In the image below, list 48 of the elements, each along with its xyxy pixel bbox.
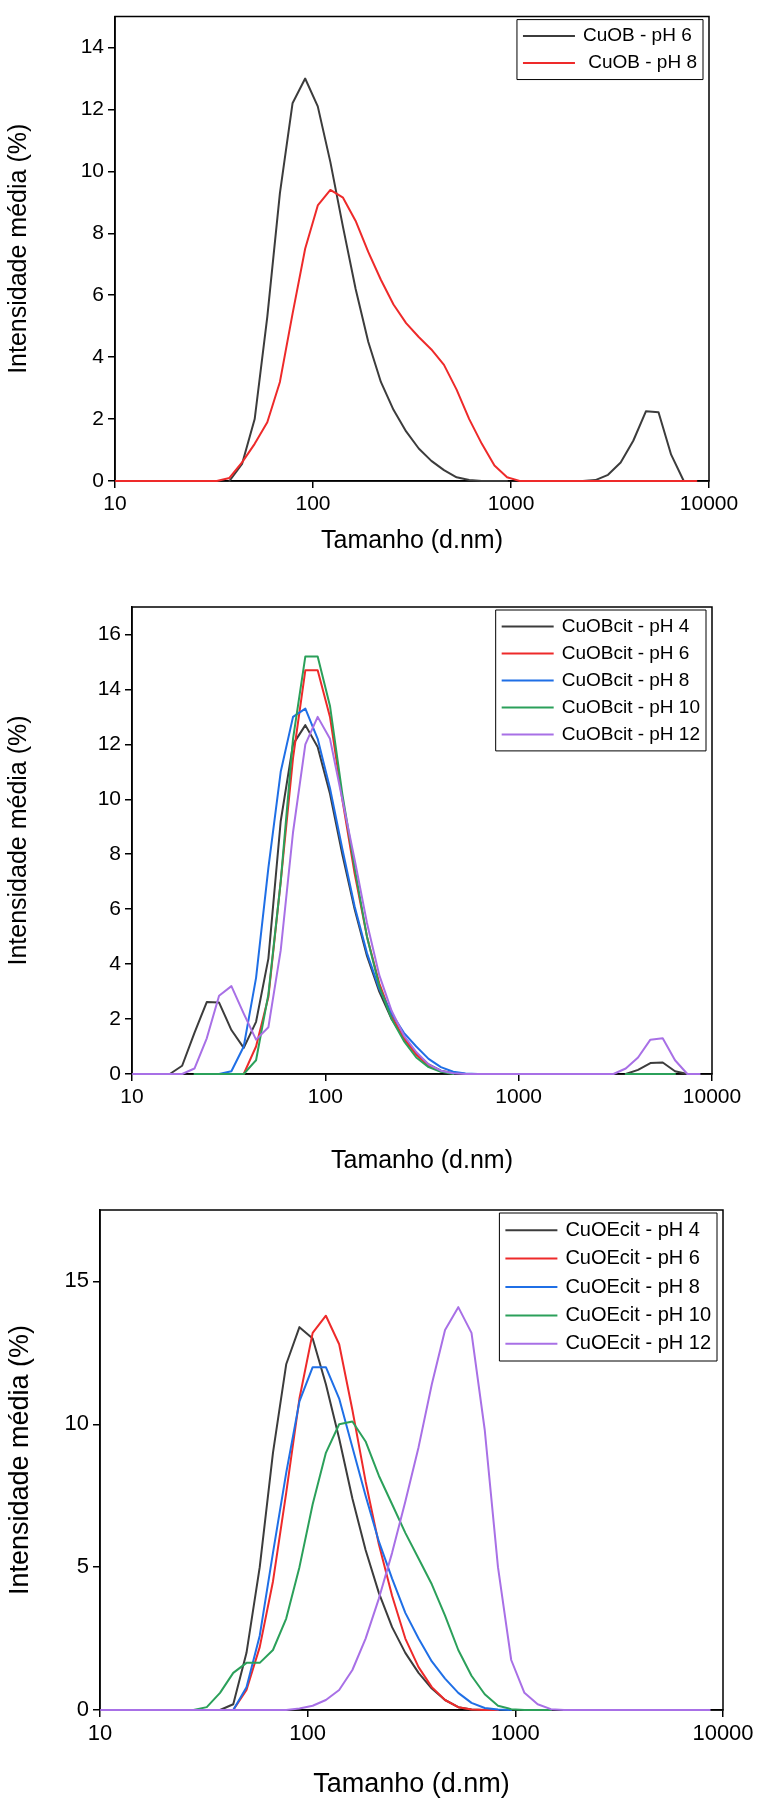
- y-tick-label: 2: [109, 1005, 121, 1029]
- x-tick-label: 100: [289, 1720, 327, 1746]
- legend-label: CuOB - pH 8: [582, 51, 698, 73]
- legend-label: CuOEcit - pH 4: [565, 1217, 700, 1240]
- y-tick-label: 10: [64, 1410, 89, 1436]
- y-axis-title: Intensidade média (%): [2, 715, 31, 966]
- x-tick-label: 100: [307, 1084, 343, 1108]
- y-tick-label: 6: [109, 895, 121, 919]
- legend-label: CuOBcit - pH 10: [561, 695, 700, 717]
- x-tick-label: 1000: [490, 1720, 540, 1746]
- y-tick-label: 15: [64, 1267, 89, 1293]
- x-axis-title: Tamanho (d.nm): [330, 1144, 514, 1173]
- legend-label: CuOBcit - pH 6: [561, 641, 690, 663]
- y-axis-title: Intensidade média (%): [2, 123, 31, 374]
- y-tick-label: 14: [97, 676, 122, 700]
- y-tick-label: 6: [92, 282, 104, 306]
- y-tick-label: 10: [80, 158, 104, 182]
- y-tick-label: 8: [92, 220, 104, 244]
- y-tick-label: 12: [97, 731, 121, 755]
- x-tick-label: 10000: [682, 1084, 742, 1108]
- x-tick-label: 1000: [495, 1084, 543, 1108]
- y-tick-label: 4: [109, 950, 122, 974]
- x-axis-title: Tamanho (d.nm): [320, 524, 504, 553]
- legend-label: CuOEcit - pH 12: [565, 1331, 711, 1354]
- x-tick-label: 10000: [679, 491, 739, 515]
- y-tick-label: 0: [109, 1060, 121, 1084]
- x-axis-title: Tamanho (d.nm): [313, 1768, 510, 1799]
- legend-label: CuOEcit - pH 8: [565, 1274, 700, 1297]
- y-tick-label: 0: [76, 1696, 89, 1722]
- y-tick-label: 10: [97, 786, 121, 810]
- y-tick-label: 5: [76, 1553, 89, 1579]
- legend-label: CuOBcit - pH 4: [561, 614, 690, 636]
- legend-label: CuOB - pH 6: [582, 24, 692, 46]
- y-tick-label: 0: [92, 467, 104, 491]
- y-tick-label: 4: [92, 343, 105, 367]
- x-tick-label: 100: [295, 491, 331, 515]
- x-tick-label: 10000: [692, 1720, 754, 1746]
- y-tick-label: 8: [109, 841, 121, 865]
- y-tick-label: 2: [92, 405, 104, 429]
- y-tick-label: 12: [80, 96, 104, 120]
- x-tick-label: 1000: [487, 491, 535, 515]
- y-tick-label: 16: [97, 621, 121, 645]
- legend-label: CuOBcit - pH 12: [561, 722, 700, 744]
- y-axis-title: Intensidade média (%): [3, 1324, 34, 1596]
- legend-label: CuOBcit - pH 8: [561, 668, 690, 690]
- legend-label: CuOEcit - pH 10: [565, 1302, 711, 1325]
- legend-label: CuOEcit - pH 6: [565, 1246, 700, 1269]
- y-tick-label: 14: [80, 34, 105, 58]
